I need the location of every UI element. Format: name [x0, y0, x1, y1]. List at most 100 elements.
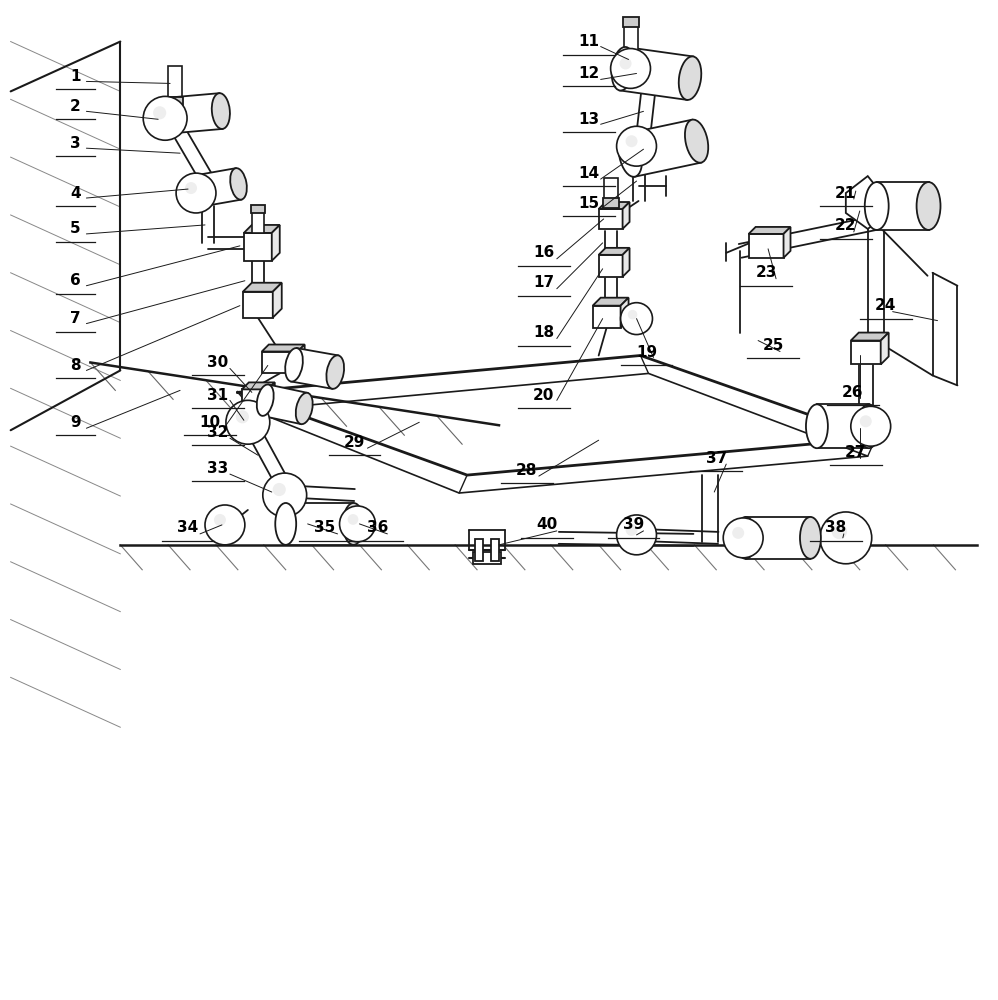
Circle shape — [143, 96, 187, 140]
Circle shape — [626, 524, 638, 536]
Text: 38: 38 — [825, 520, 846, 535]
Polygon shape — [748, 227, 790, 234]
Text: 2: 2 — [70, 99, 81, 114]
Polygon shape — [623, 248, 630, 277]
Polygon shape — [746, 517, 810, 559]
Text: 35: 35 — [314, 520, 335, 535]
Text: 15: 15 — [578, 196, 599, 211]
Ellipse shape — [160, 98, 179, 133]
Polygon shape — [599, 202, 630, 209]
Bar — [261, 352, 297, 373]
Bar — [599, 255, 623, 277]
Polygon shape — [620, 47, 693, 100]
Polygon shape — [783, 227, 790, 258]
Text: 17: 17 — [533, 275, 555, 290]
Text: 29: 29 — [343, 435, 365, 450]
Circle shape — [176, 173, 216, 213]
Polygon shape — [623, 202, 630, 229]
Text: 19: 19 — [636, 345, 657, 360]
Ellipse shape — [806, 404, 828, 448]
Text: 30: 30 — [208, 355, 229, 370]
Text: 40: 40 — [536, 517, 558, 532]
Polygon shape — [626, 120, 702, 177]
Ellipse shape — [864, 182, 888, 230]
Text: 3: 3 — [70, 136, 81, 151]
Bar — [251, 211, 263, 233]
Polygon shape — [817, 404, 868, 448]
Circle shape — [851, 406, 890, 446]
Bar — [603, 198, 619, 208]
Polygon shape — [189, 168, 242, 208]
Ellipse shape — [326, 355, 344, 389]
Bar — [473, 552, 501, 564]
Polygon shape — [851, 333, 888, 341]
Text: 27: 27 — [845, 445, 866, 460]
Circle shape — [205, 505, 245, 545]
Bar — [748, 234, 783, 258]
Polygon shape — [599, 248, 630, 255]
Text: 39: 39 — [623, 517, 644, 532]
Ellipse shape — [295, 393, 312, 424]
Ellipse shape — [256, 384, 273, 416]
Text: 1: 1 — [70, 69, 81, 84]
Text: 11: 11 — [578, 34, 599, 49]
Bar — [624, 24, 638, 61]
Bar — [851, 341, 880, 364]
Text: 7: 7 — [70, 311, 81, 326]
Text: 8: 8 — [70, 358, 81, 373]
Text: 20: 20 — [533, 388, 555, 403]
Text: 34: 34 — [178, 520, 199, 535]
Text: 22: 22 — [835, 218, 856, 233]
Circle shape — [226, 400, 269, 444]
Ellipse shape — [212, 93, 230, 129]
Circle shape — [339, 506, 375, 542]
Polygon shape — [261, 345, 304, 352]
Circle shape — [733, 527, 745, 539]
Bar — [623, 17, 639, 27]
Text: 14: 14 — [578, 166, 599, 181]
Circle shape — [347, 514, 358, 525]
Polygon shape — [168, 93, 223, 133]
Ellipse shape — [343, 503, 364, 545]
Text: 26: 26 — [842, 385, 863, 400]
Ellipse shape — [685, 120, 709, 163]
Ellipse shape — [916, 182, 940, 230]
Text: 10: 10 — [200, 415, 221, 430]
Polygon shape — [621, 298, 629, 328]
Bar — [250, 205, 264, 213]
Circle shape — [628, 310, 638, 319]
Polygon shape — [880, 333, 888, 364]
Ellipse shape — [275, 503, 296, 545]
Circle shape — [831, 524, 847, 539]
Bar — [244, 233, 271, 261]
Bar — [168, 66, 182, 106]
Polygon shape — [297, 345, 304, 373]
Circle shape — [617, 515, 657, 555]
Bar — [491, 539, 499, 561]
Polygon shape — [593, 298, 629, 306]
Ellipse shape — [679, 56, 702, 100]
Bar — [599, 209, 623, 229]
Circle shape — [153, 106, 167, 119]
Circle shape — [859, 415, 871, 427]
Ellipse shape — [231, 168, 247, 200]
Text: 31: 31 — [208, 388, 229, 403]
Polygon shape — [243, 283, 281, 292]
Circle shape — [236, 410, 249, 423]
Ellipse shape — [619, 134, 642, 177]
Polygon shape — [291, 348, 338, 389]
Bar — [604, 178, 618, 203]
Text: 25: 25 — [762, 338, 783, 353]
Text: 5: 5 — [70, 221, 81, 236]
Circle shape — [626, 135, 638, 147]
Polygon shape — [244, 225, 279, 233]
Text: 18: 18 — [533, 325, 555, 340]
Bar — [242, 389, 267, 411]
Polygon shape — [272, 283, 281, 318]
Text: 13: 13 — [578, 112, 599, 127]
Text: 36: 36 — [366, 520, 388, 535]
Polygon shape — [242, 382, 274, 389]
Polygon shape — [267, 382, 274, 411]
Polygon shape — [261, 385, 307, 424]
Polygon shape — [285, 503, 353, 545]
